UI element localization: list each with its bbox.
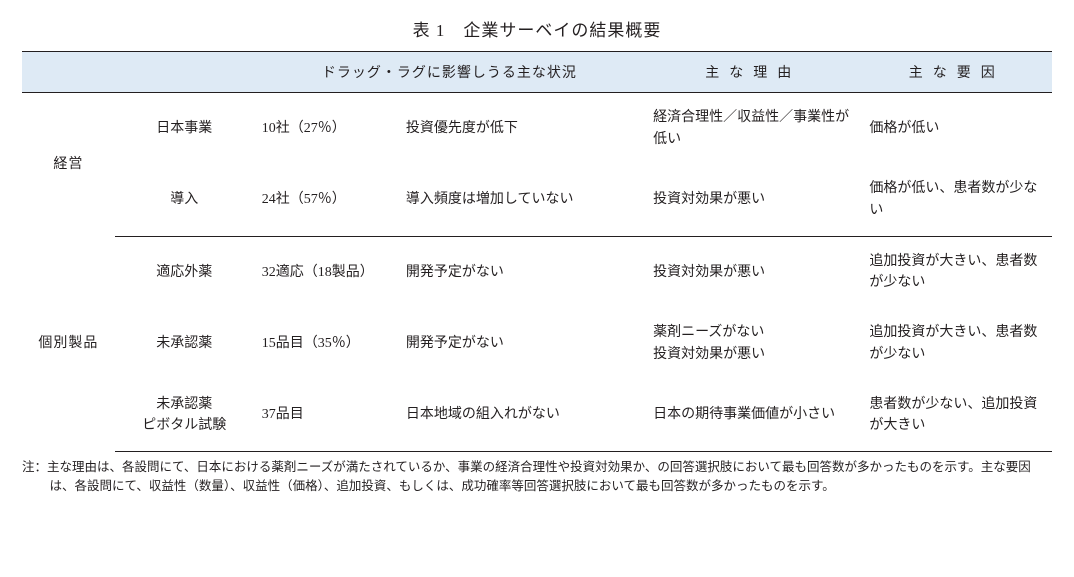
subcategory-cell: 適応外薬 [115,236,254,308]
factor-cell: 価格が低い、患者数が少ない [861,164,1052,236]
count-cell: 10社（27％） [254,93,398,165]
situation-cell: 日本地域の組入れがない [398,380,645,452]
table-row: 経営 日本事業 10社（27％） 投資優先度が低下 経済合理性／収益性／事業性が… [22,93,1052,165]
factor-cell: 追加投資が大きい、患者数が少ない [861,236,1052,308]
count-cell: 15品目（35％） [254,308,398,379]
header-blank-1 [22,52,115,93]
count-cell: 37品目 [254,380,398,452]
category-cell: 経営 [22,93,115,237]
reason-cell: 経済合理性／収益性／事業性が低い [645,93,861,165]
subcategory-cell: 未承認薬 [115,308,254,379]
subcategory-cell: 未承認薬ピボタル試験 [115,380,254,452]
table-header-row: ドラッグ・ラグに影響しうる主な状況 主な理由 主な要因 [22,52,1052,93]
header-blank-2 [115,52,254,93]
factor-cell: 追加投資が大きい、患者数が少ない [861,308,1052,379]
situation-cell: 導入頻度は増加していない [398,164,645,236]
table-row: 個別製品 適応外薬 32適応（18製品） 開発予定がない 投資対効果が悪い 追加… [22,236,1052,308]
situation-cell: 投資優先度が低下 [398,93,645,165]
situation-cell: 開発予定がない [398,236,645,308]
reason-cell: 投資対効果が悪い [645,164,861,236]
table-footnote: 注：主な理由は、各設問にて、日本における薬剤ニーズが満たされているか、事業の経済… [22,458,1052,496]
header-reason: 主な理由 [645,52,861,93]
count-cell: 32適応（18製品） [254,236,398,308]
table-row: 未承認薬ピボタル試験 37品目 日本地域の組入れがない 日本の期待事業価値が小さ… [22,380,1052,452]
count-cell: 24社（57％） [254,164,398,236]
survey-table: ドラッグ・ラグに影響しうる主な状況 主な理由 主な要因 経営 日本事業 10社（… [22,51,1052,452]
table-row: 未承認薬 15品目（35％） 開発予定がない 薬剤ニーズがない投資対効果が悪い … [22,308,1052,379]
table-row: 導入 24社（57％） 導入頻度は増加していない 投資対効果が悪い 価格が低い、… [22,164,1052,236]
header-situation: ドラッグ・ラグに影響しうる主な状況 [254,52,645,93]
reason-cell: 投資対効果が悪い [645,236,861,308]
reason-cell: 日本の期待事業価値が小さい [645,380,861,452]
factor-cell: 価格が低い [861,93,1052,165]
category-cell: 個別製品 [22,236,115,451]
reason-cell: 薬剤ニーズがない投資対効果が悪い [645,308,861,379]
header-factor: 主な要因 [861,52,1052,93]
factor-cell: 患者数が少ない、追加投資が大きい [861,380,1052,452]
subcategory-cell: 導入 [115,164,254,236]
situation-cell: 開発予定がない [398,308,645,379]
subcategory-cell: 日本事業 [115,93,254,165]
table-title: 表 1 企業サーベイの結果概要 [22,16,1052,41]
